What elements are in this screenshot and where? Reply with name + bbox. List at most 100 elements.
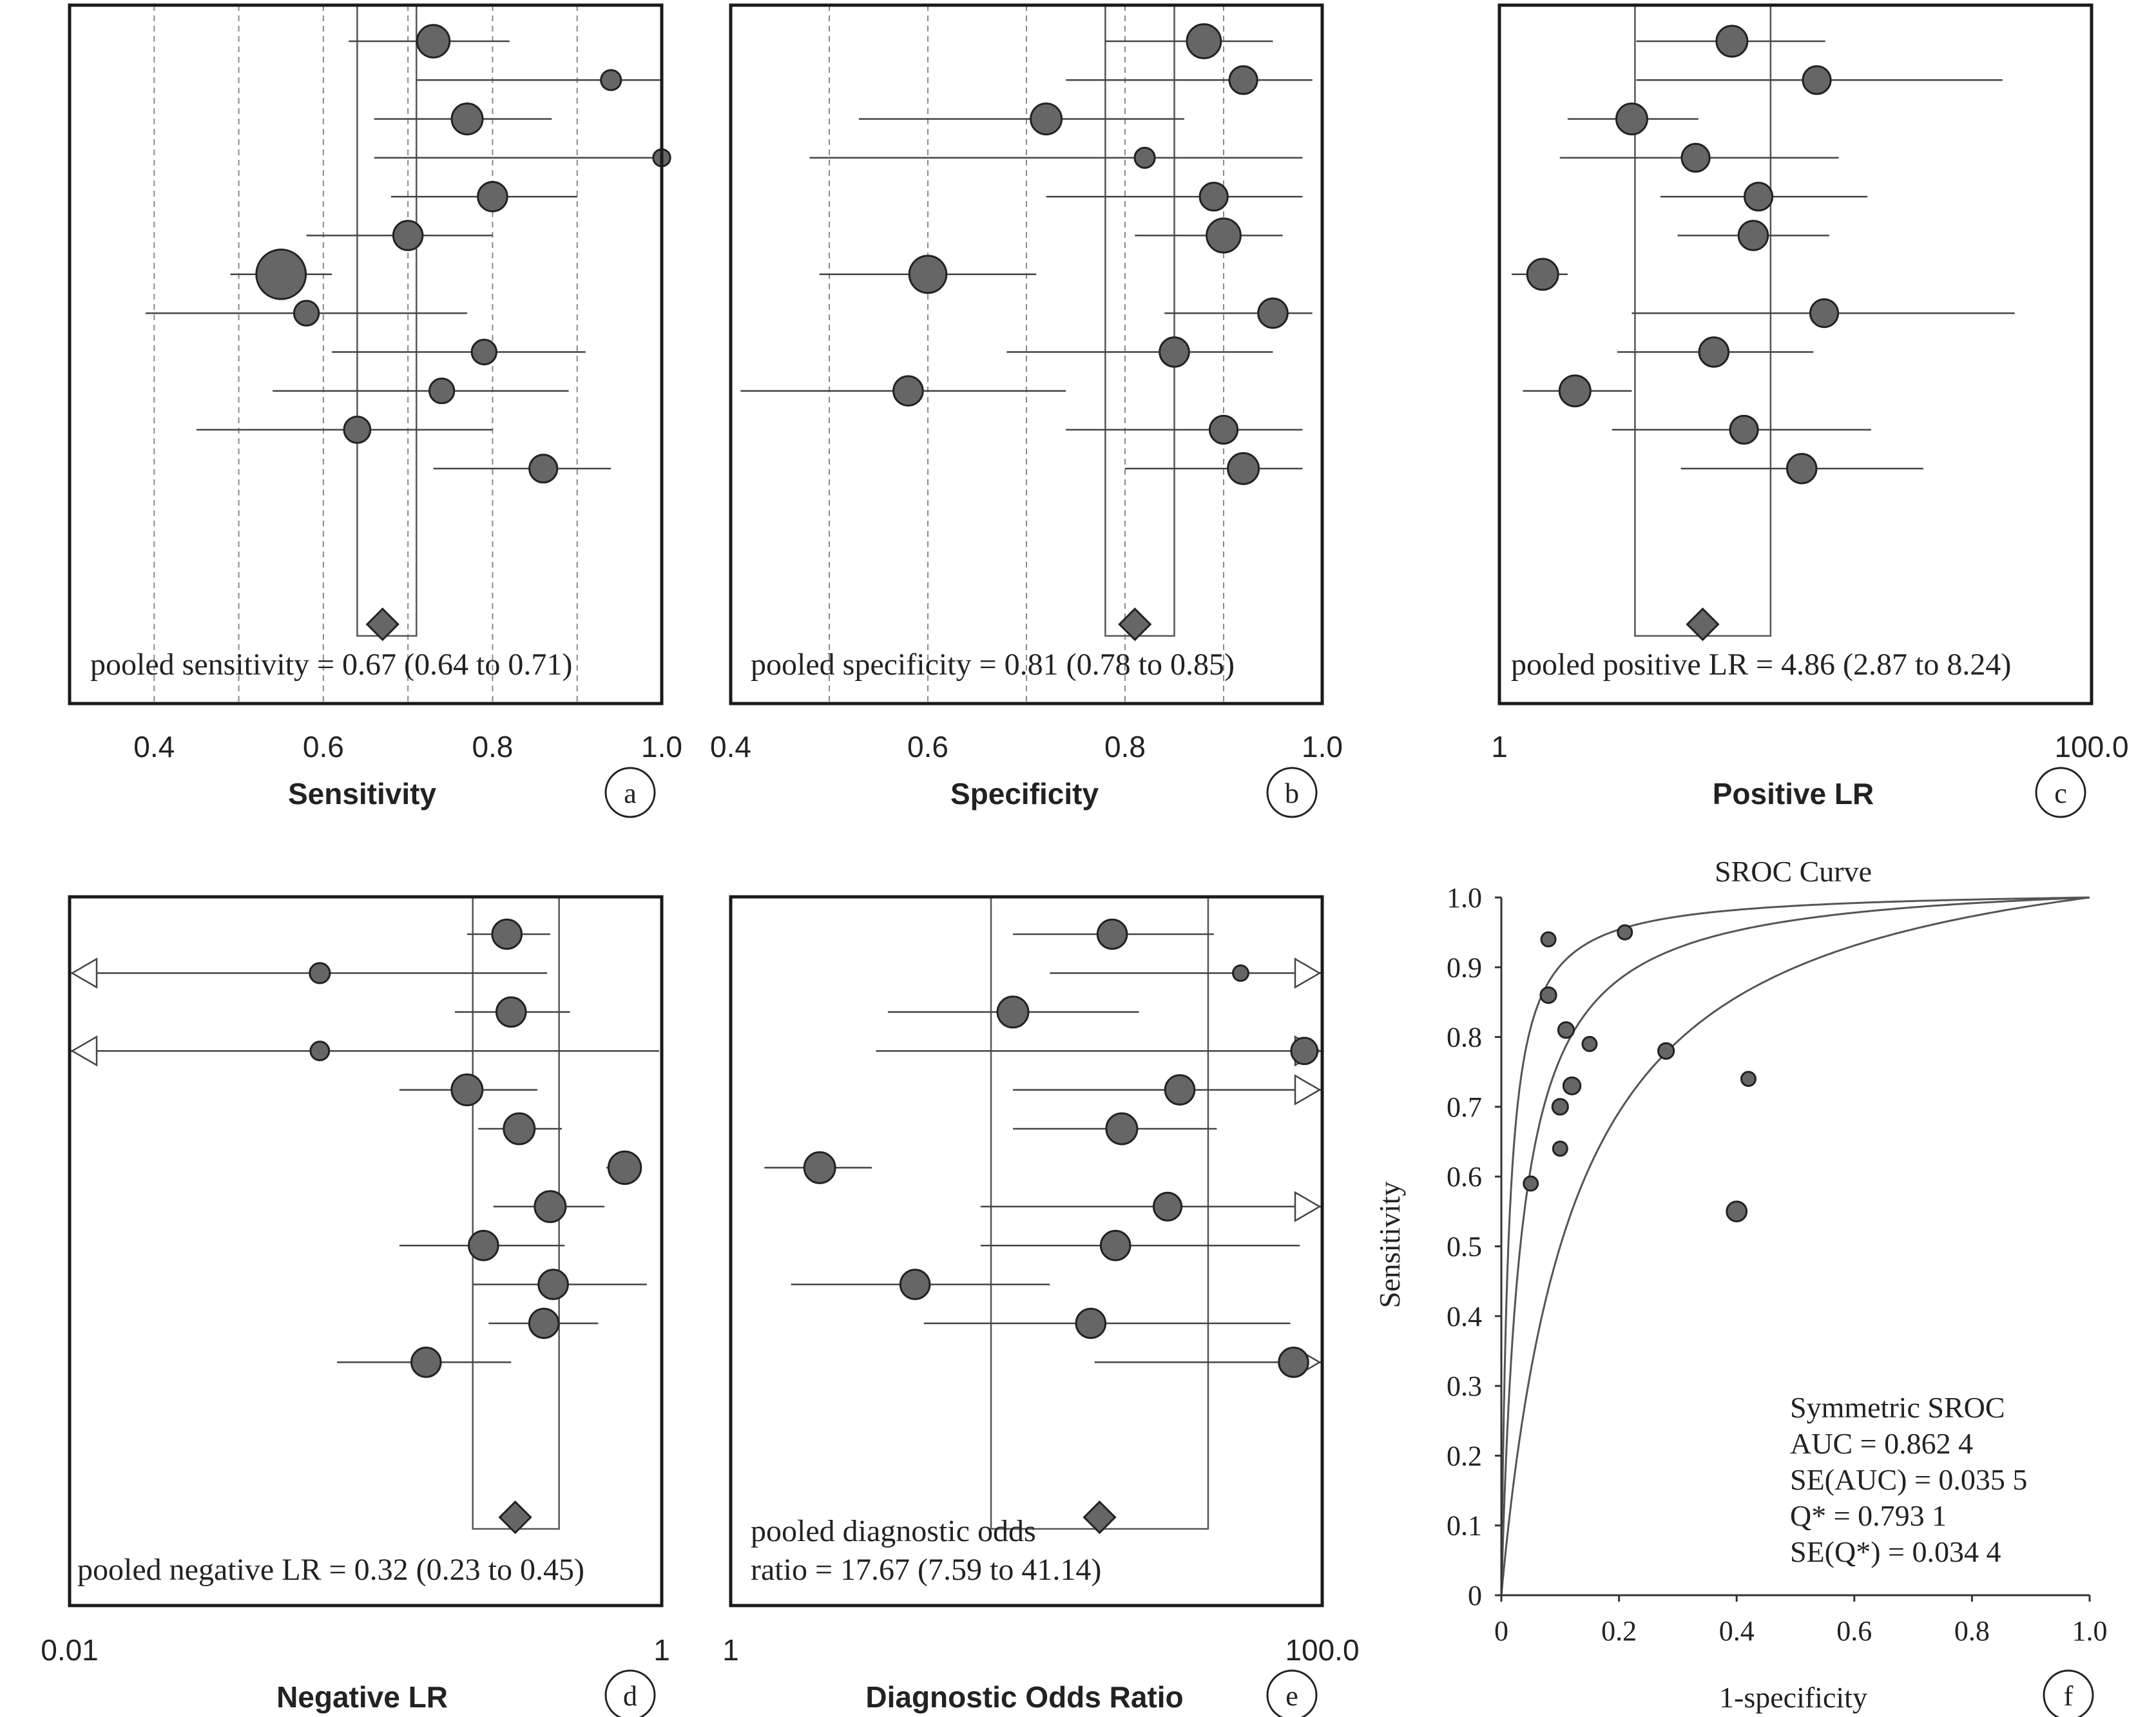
panel-c-letter: c (2054, 778, 2067, 809)
panel-d-pooled-label: pooled negative LR = 0.32 (0.23 to 0.45) (77, 1553, 584, 1587)
panel-c: 1 100.0 (1491, 3, 2129, 763)
panel-f-title: SROC Curve (1715, 855, 1872, 888)
panel-a-pooled-label: pooled sensitivity = 0.67 (0.64 to 0.71) (90, 647, 572, 682)
panel-e-study-point (1278, 1347, 1309, 1378)
panel-f-badge (2043, 1669, 2094, 1717)
sroc-curve (1500, 896, 2090, 1595)
panel-e-xlabel: Diagnostic Odds Ratio (865, 1680, 1183, 1714)
panel-c-tick-label: 1 (1491, 730, 1508, 763)
panel-d-study-point (309, 962, 331, 984)
panel-c-tick-label: 100.0 (2054, 730, 2128, 763)
panel-b-frame (729, 3, 1324, 705)
panel-b-tick-label: 0.6 (907, 730, 948, 763)
panel-b-pooled-label: pooled specificity = 0.81 (0.78 to 0.85) (751, 647, 1235, 682)
panel-b-study-point (1186, 23, 1222, 59)
panel-e-badge (1266, 1669, 1318, 1717)
panel-c-pooled-label: pooled positive LR = 4.86 (2.87 to 8.24) (1511, 647, 2011, 682)
panel-a-badge (604, 767, 656, 818)
panel-e-letter: e (1285, 1680, 1298, 1712)
sroc-x-tick-label: 0.4 (1719, 1615, 1755, 1647)
panel-a-study-point (343, 416, 372, 444)
panel-e-tick-label: 100.0 (1285, 1633, 1359, 1667)
panel-d-letter: d (623, 1680, 637, 1712)
panel-a-xlabel: Sensitivity (288, 777, 437, 811)
panel-d-study-point (491, 918, 523, 950)
panel-c-badge (2035, 767, 2086, 818)
panel-e: 1 100.0 (722, 895, 1360, 1667)
panel-d-pooled-diamond (498, 1500, 532, 1535)
panel-a-letter: a (624, 778, 637, 809)
panel-d-tick-label: 1 (653, 1633, 670, 1667)
panel-b-study-point (1208, 414, 1239, 445)
panel-e-study-point (899, 1269, 931, 1300)
sroc-study-point (1562, 1076, 1582, 1096)
panel-f-xlabel: 1-specificity (1719, 1681, 1867, 1714)
panel-a-study-point (450, 102, 484, 136)
sroc-x-tick-label: 0.8 (1954, 1615, 1990, 1647)
panel-c-xlabel: Positive LR (1713, 777, 1874, 811)
panel-b-study-point (1198, 182, 1229, 212)
panel-b-study-point (1030, 102, 1063, 136)
panel-d-study-point (528, 1307, 560, 1339)
panel-b-tick-label: 1.0 (1302, 730, 1343, 763)
sroc-x-tick-label: 1.0 (2072, 1615, 2108, 1647)
panel-a-study-point (528, 454, 559, 484)
panel-b-pooled-ci-bracket (1104, 5, 1175, 637)
panel-d-frame (68, 895, 664, 1607)
panel-b-xlabel: Specificity (950, 777, 1099, 811)
sroc-y-tick-label: 0.9 (1447, 952, 1482, 983)
sroc-annotation-line4: Q* = 0.793 1 (1790, 1499, 1947, 1532)
sroc-study-point (1617, 924, 1633, 941)
sroc-study-point (1581, 1035, 1598, 1052)
panel-c-study-point (1715, 24, 1749, 58)
panel-c-study-point (1743, 182, 1774, 212)
panel-e-tick-label: 1 (722, 1633, 739, 1667)
sroc-x-tick-label: 0.2 (1601, 1615, 1637, 1647)
panel-c-study-point (1526, 258, 1559, 291)
panel-e-right-arrow (1294, 1074, 1322, 1106)
sroc-y-tick-label: 0.5 (1447, 1231, 1482, 1263)
panel-a-study-point (416, 24, 451, 59)
panel-e-right-arrow (1294, 957, 1322, 989)
panel-c-frame (1497, 3, 2093, 705)
panel-b-study-point (1227, 452, 1260, 485)
sroc-annotation-line5: SE(Q*) = 0.034 4 (1790, 1535, 2001, 1568)
panel-b-tick-label: 0.4 (710, 730, 751, 763)
sroc-y-tick-label: 0.7 (1447, 1091, 1482, 1123)
panel-e-study-point (1152, 1191, 1183, 1222)
panel-d-study-point (503, 1112, 536, 1146)
panel-b-study-point (1159, 336, 1190, 368)
panel-e-study-point (1096, 918, 1128, 950)
panel-d-study-point (468, 1229, 499, 1261)
panel-a-tick-label: 0.8 (472, 730, 513, 763)
panel-d-study-point (410, 1347, 442, 1378)
panel-e-study-point (1290, 1037, 1319, 1066)
panel-e-study-point (1105, 1112, 1139, 1146)
panel-b-pooled-diamond (1118, 607, 1152, 642)
panel-b-badge (1266, 767, 1318, 818)
panel-b-study-point (892, 375, 924, 407)
panel-e-study-point (1231, 964, 1249, 982)
panel-a-study-point (477, 180, 508, 213)
panel-c-study-point (1615, 102, 1648, 136)
sroc-study-point (1523, 1175, 1539, 1192)
panel-d-badge (604, 1669, 656, 1717)
panel-e-pooled-label-line1: pooled diagnostic odds (751, 1514, 1036, 1548)
panel-d-study-point (537, 1269, 569, 1300)
sroc-study-point (1551, 1098, 1569, 1116)
sroc-y-tick-label: 0.2 (1447, 1440, 1482, 1472)
panel-b-study-point (1257, 297, 1289, 329)
panel-c-study-point (1737, 220, 1769, 251)
panel-b-study-point (908, 254, 948, 294)
panel-f-ylabel: Sensitivity (1373, 1182, 1406, 1309)
panel-d-study-point (607, 1150, 642, 1185)
panel-c-study-point (1785, 453, 1818, 484)
panel-d-study-point (309, 1041, 331, 1062)
panel-d-study-point (495, 996, 527, 1028)
sroc-y-tick-label: 0 (1468, 1580, 1482, 1611)
panel-f-letter: f (2064, 1680, 2074, 1712)
panel-a-study-point (470, 338, 497, 366)
sroc-y-tick-label: 0.1 (1447, 1510, 1482, 1542)
sroc-curve (1500, 896, 2090, 1595)
